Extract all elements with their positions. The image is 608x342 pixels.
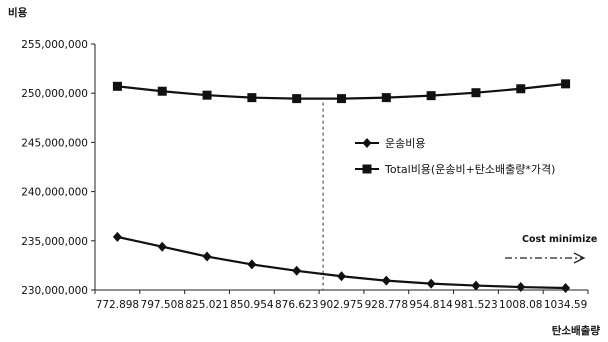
series-point-diamond xyxy=(381,275,391,286)
legend-label-1: 운송비용 xyxy=(385,137,425,150)
series-point-diamond xyxy=(426,278,436,289)
x-tick-label: 850.954 xyxy=(230,299,274,311)
annotation-label: Cost minimize xyxy=(522,234,597,245)
y-tick-label: 245,000,000 xyxy=(21,137,88,149)
series-point-diamond xyxy=(292,265,302,276)
y-tick-label: 255,000,000 xyxy=(21,39,88,51)
series-point-diamond xyxy=(337,271,346,282)
y-tick-label: 250,000,000 xyxy=(21,88,88,100)
x-tick-label: 1034.59 xyxy=(544,299,587,311)
series-point-square xyxy=(337,94,346,104)
legend-label-2: Total비용(운송비+탄소배출량*가격) xyxy=(384,163,555,176)
series-point-diamond xyxy=(202,251,212,262)
series-point-square xyxy=(247,93,257,103)
y-axis-title: 비용 xyxy=(8,6,28,19)
series-point-square xyxy=(516,84,526,94)
annotation-arrow-head xyxy=(573,252,586,264)
legend-marker-square xyxy=(362,164,372,174)
x-tick-label: 928.778 xyxy=(365,299,408,311)
series-point-square xyxy=(561,79,571,89)
y-tick-label: 230,000,000 xyxy=(21,285,88,297)
series-point-diamond xyxy=(112,231,122,242)
series-point-diamond xyxy=(471,280,481,291)
series-point-diamond xyxy=(516,282,526,293)
series-point-square xyxy=(202,90,212,100)
x-tick-label: 825.021 xyxy=(185,299,228,311)
series-point-square xyxy=(157,86,167,96)
legend-marker-diamond xyxy=(362,138,372,148)
x-tick-label: 981.523 xyxy=(454,299,497,311)
x-tick-label: 876.623 xyxy=(275,299,318,311)
x-tick-label: 772.898 xyxy=(96,299,139,311)
series-point-square xyxy=(292,94,302,104)
series-point-diamond xyxy=(157,241,167,252)
x-axis-title: 탄소배출량 xyxy=(552,324,601,337)
series-point-diamond xyxy=(561,283,571,294)
x-tick-label: 954.814 xyxy=(409,299,453,311)
x-tick-label: 797.508 xyxy=(141,299,184,311)
x-tick-label: 1008.08 xyxy=(499,299,542,311)
x-tick-label: 902.975 xyxy=(320,299,363,311)
series-point-square xyxy=(381,93,391,103)
y-tick-label: 235,000,000 xyxy=(21,236,88,248)
series-point-diamond xyxy=(247,259,257,270)
y-tick-label: 240,000,000 xyxy=(21,187,88,199)
series-point-square xyxy=(471,88,481,98)
series-point-square xyxy=(426,91,436,101)
series-point-square xyxy=(112,81,122,91)
